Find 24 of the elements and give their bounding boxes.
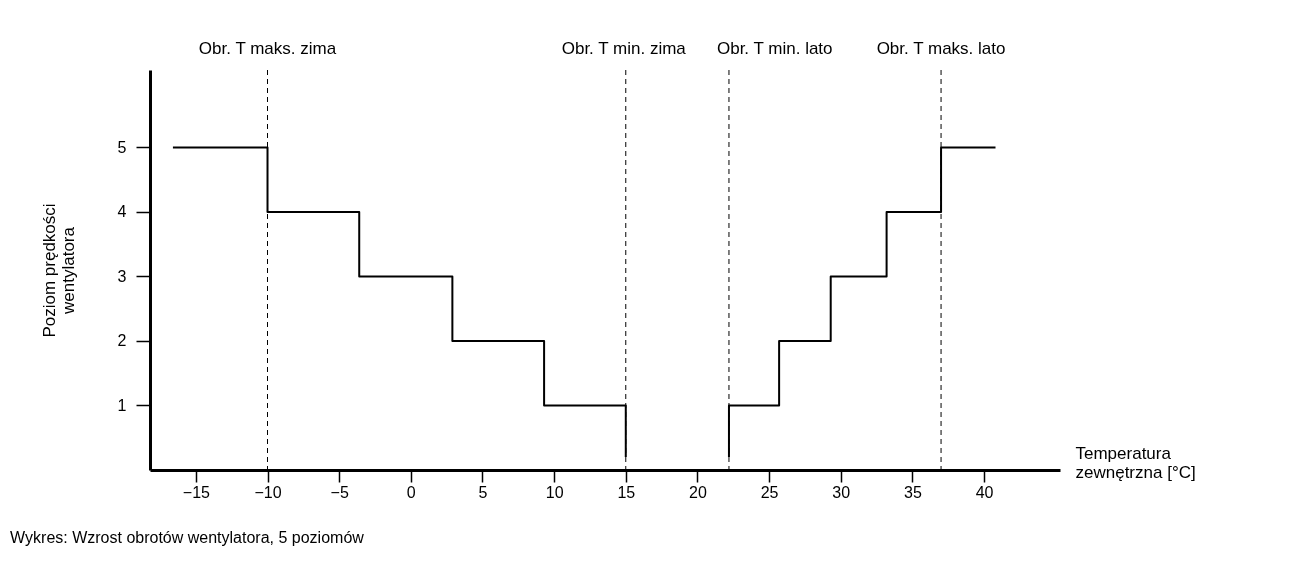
x-tick-label: −5	[330, 483, 349, 501]
x-tick-label: 0	[406, 483, 416, 501]
x-tick-label: −10	[254, 483, 282, 501]
x-tick-label: 25	[760, 483, 779, 501]
x-tick-label: 20	[689, 483, 707, 501]
y-tick-label: 4	[117, 203, 127, 221]
y-axis-title: Poziom prędkości wentylatora	[39, 203, 78, 338]
ref-line-label: Obr. T maks. zima	[198, 39, 337, 58]
x-tick-label: 30	[832, 483, 851, 501]
y-tick-label: 2	[117, 332, 127, 350]
x-tick-label: −15	[182, 483, 211, 501]
x-tick-label: 5	[478, 483, 488, 501]
x-tick-label: 10	[545, 483, 564, 501]
x-tick-label: 15	[617, 483, 636, 501]
ref-line-label: Obr. T min. zima	[561, 39, 687, 58]
x-tick-label: 35	[904, 483, 922, 501]
ref-line-label: Obr. T min. lato	[716, 39, 833, 58]
x-tick-label: 40	[975, 483, 994, 501]
y-tick-label: 3	[117, 267, 127, 285]
y-tick-label: 1	[117, 396, 127, 414]
ref-line-label: Obr. T maks. lato	[876, 39, 1006, 58]
x-axis-title: Temperatura zewnętrzna [°C]	[1075, 443, 1196, 482]
text: Wykres: Wzrost obrotów wentylatora, 5 poziomów	[10, 529, 365, 546]
y-tick-label: 5	[117, 138, 127, 156]
